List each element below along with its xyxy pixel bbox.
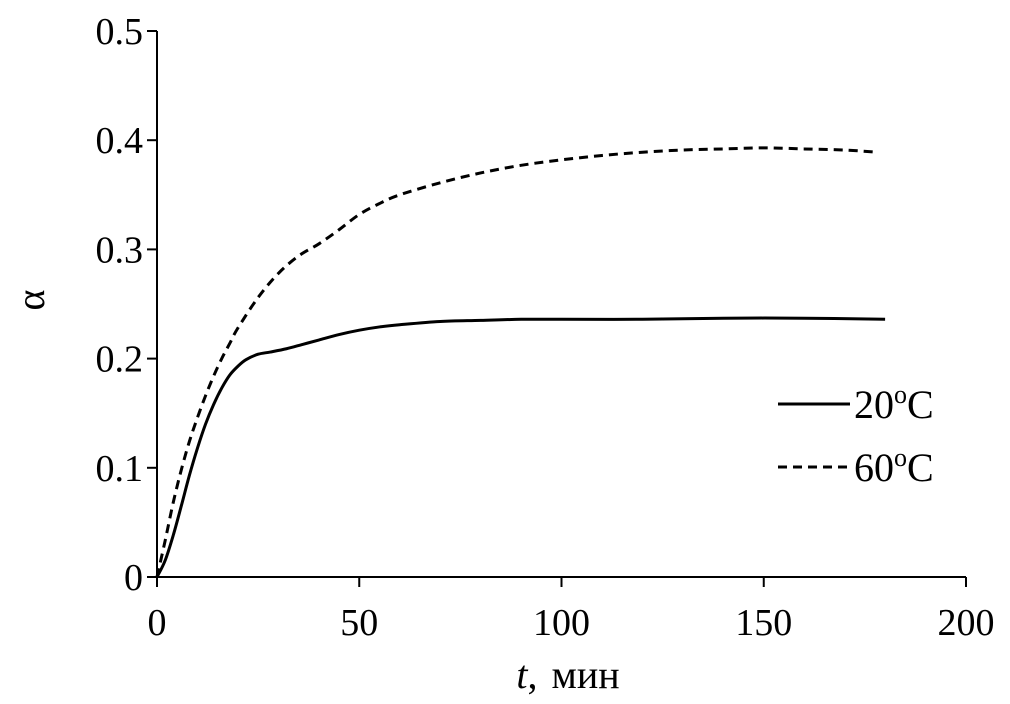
axes xyxy=(156,31,966,578)
x-tick-label: 100 xyxy=(533,602,590,644)
x-tick-label: 50 xyxy=(340,602,378,644)
x-tick-label: 200 xyxy=(938,602,995,644)
x-axis-unit: мин xyxy=(552,652,620,697)
y-tick-label: 0.5 xyxy=(96,11,144,53)
legend-item-60c: 60oC xyxy=(778,443,934,490)
y-tick-label: 0.3 xyxy=(96,229,144,271)
x-axis-separator: , xyxy=(528,652,538,697)
y-tick-label: 0.4 xyxy=(96,120,144,162)
legend-item-20c: 20oC xyxy=(778,380,934,427)
x-tick-label: 150 xyxy=(735,602,792,644)
y-axis-title: α xyxy=(8,289,53,310)
x-axis-title: t, мин xyxy=(516,652,619,697)
y-tick-label: 0.2 xyxy=(96,339,144,381)
y-tick-label: 0.1 xyxy=(96,448,144,490)
legend: 20oC 60oC xyxy=(778,380,934,490)
legend-label-60c: 60oC xyxy=(854,443,934,490)
series-line-20c xyxy=(155,316,886,578)
legend-label-20c: 20oC xyxy=(854,380,934,427)
x-tick-label: 0 xyxy=(148,602,167,644)
series-layer xyxy=(155,146,886,578)
y-axis-ticks: 0 0.1 0.2 0.3 0.4 0.5 xyxy=(96,11,157,599)
x-axis-ticks: 0 50 100 150 200 xyxy=(148,577,995,644)
x-axis-variable: t xyxy=(516,652,528,697)
series-line-60c xyxy=(155,146,878,578)
y-tick-label: 0 xyxy=(124,557,143,599)
